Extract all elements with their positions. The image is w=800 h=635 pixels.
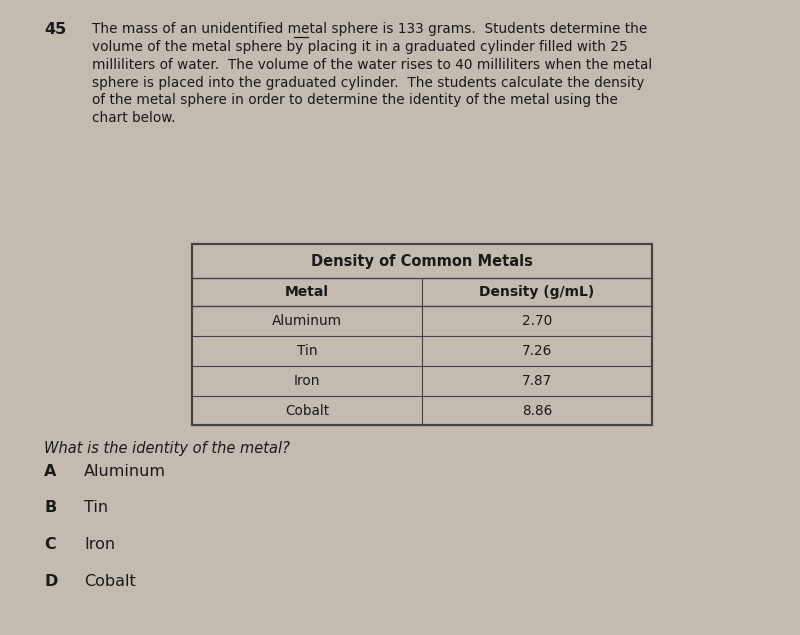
Text: Cobalt: Cobalt xyxy=(285,403,329,418)
Text: 7.87: 7.87 xyxy=(522,373,552,387)
Text: chart below.: chart below. xyxy=(92,111,175,125)
Text: of the metal sphere in order to determine the identity of the metal using the: of the metal sphere in order to determin… xyxy=(92,93,618,107)
Text: Cobalt: Cobalt xyxy=(84,574,136,589)
Text: What is the identity of the metal?: What is the identity of the metal? xyxy=(44,441,290,457)
Text: Metal: Metal xyxy=(285,285,329,299)
Text: The mass of an unidentified metal sphere is 133 grams.  Students determine the: The mass of an unidentified metal sphere… xyxy=(92,22,647,36)
Text: B: B xyxy=(44,500,56,516)
Text: Density (g/mL): Density (g/mL) xyxy=(479,285,594,299)
Text: sphere is placed into the graduated cylinder.  The students calculate the densit: sphere is placed into the graduated cyli… xyxy=(92,76,644,90)
Text: 7.26: 7.26 xyxy=(522,344,552,358)
Text: 2.70: 2.70 xyxy=(522,314,552,328)
Text: volume of the metal sphere by placing it in a graduated cylinder filled with 25: volume of the metal sphere by placing it… xyxy=(92,40,628,54)
Text: C: C xyxy=(44,537,56,552)
Text: 8.86: 8.86 xyxy=(522,403,552,418)
Text: Aluminum: Aluminum xyxy=(272,314,342,328)
Text: Iron: Iron xyxy=(294,373,320,387)
Text: milliliters of water.  The volume of the water rises to 40 milliliters when the : milliliters of water. The volume of the … xyxy=(92,58,652,72)
Text: A: A xyxy=(44,464,56,479)
Text: Aluminum: Aluminum xyxy=(84,464,166,479)
Text: D: D xyxy=(44,574,58,589)
Text: Density of Common Metals: Density of Common Metals xyxy=(311,254,533,269)
Text: Tin: Tin xyxy=(297,344,318,358)
Text: Tin: Tin xyxy=(84,500,108,516)
Text: 45: 45 xyxy=(44,22,66,37)
Text: Iron: Iron xyxy=(84,537,115,552)
